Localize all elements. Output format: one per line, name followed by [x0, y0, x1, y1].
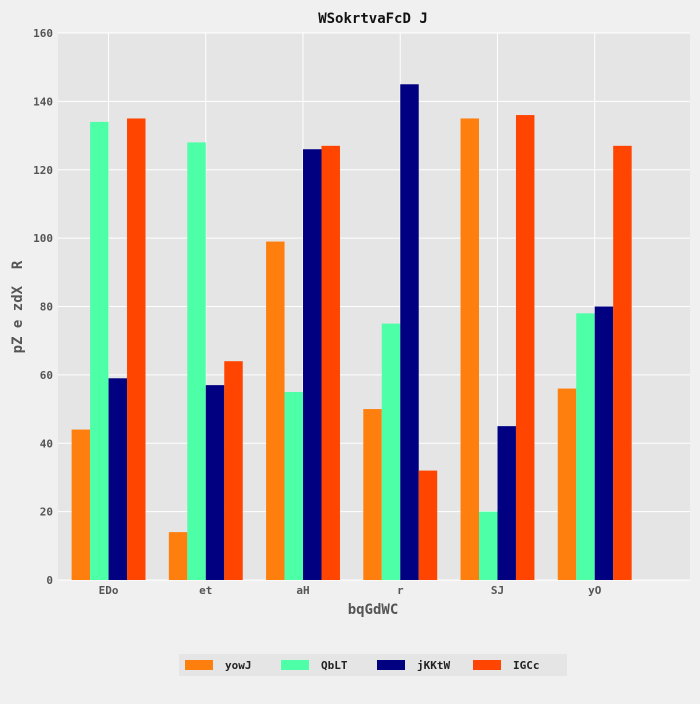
- bars: [71, 84, 632, 581]
- y-tick-label: 40: [40, 437, 53, 450]
- x-tick-label: r: [397, 584, 404, 597]
- bar-QbLT-aH: [284, 391, 304, 580]
- bar-jKKtW-EDo: [108, 378, 128, 580]
- x-tick-label: yO: [588, 584, 602, 597]
- legend-label: yowJ: [225, 659, 252, 672]
- x-tick-label: EDo: [99, 584, 119, 597]
- y-tick-label: 140: [33, 95, 53, 108]
- bar-IGCc-et: [224, 361, 243, 580]
- tick-labels: 0 20 40 60 80 100 120 140 160 EDo et aH r SJ yO: [33, 27, 602, 597]
- y-axis-title: pZ e zdX R: [10, 260, 26, 353]
- y-tick-label: 20: [40, 506, 53, 519]
- bar-jKKtW-yO: [594, 306, 614, 580]
- y-tick-label: 60: [40, 369, 53, 382]
- bar-QbLT-EDo: [90, 121, 109, 580]
- legend-swatch: [473, 660, 501, 670]
- bar-yowJ-EDo: [71, 429, 91, 580]
- legend-label: QbLT: [321, 659, 348, 672]
- bar-jKKtW-et: [205, 385, 225, 580]
- legend: yowJ QbLT jKKtW IGCc: [179, 654, 567, 676]
- bar-jKKtW-SJ: [497, 426, 516, 580]
- legend-swatch: [377, 660, 405, 670]
- legend-swatch: [281, 660, 309, 670]
- bar-jKKtW-aH: [303, 149, 322, 581]
- bar-QbLT-et: [187, 142, 206, 580]
- bar-IGCc-aH: [321, 145, 340, 580]
- bar-yowJ-yO: [557, 388, 577, 580]
- bar-QbLT-yO: [576, 313, 595, 580]
- bar-QbLT-r: [381, 323, 401, 580]
- bar-jKKtW-r: [400, 84, 419, 580]
- y-tick-label: 120: [33, 164, 53, 177]
- y-tick-label: 100: [33, 232, 53, 245]
- bar-yowJ-aH: [266, 241, 285, 580]
- bar-yowJ-et: [168, 532, 188, 580]
- x-tick-label: aH: [296, 584, 309, 597]
- bar-IGCc-r: [418, 470, 438, 580]
- y-tick-label: 0: [46, 574, 53, 587]
- x-axis-title: bqGdWC: [348, 602, 399, 618]
- bar-yowJ-r: [363, 409, 382, 580]
- chart-title: WSokrtvaFcD J: [318, 11, 428, 27]
- bar-IGCc-SJ: [515, 115, 535, 581]
- bar-IGCc-yO: [613, 145, 632, 580]
- x-tick-label: et: [199, 584, 212, 597]
- bar-yowJ-SJ: [460, 118, 480, 580]
- legend-label: jKKtW: [417, 659, 450, 672]
- bar-QbLT-SJ: [479, 511, 498, 580]
- legend-swatch: [185, 660, 213, 670]
- x-tick-label: SJ: [491, 584, 504, 597]
- y-tick-label: 160: [33, 27, 53, 40]
- bar-IGCc-EDo: [127, 118, 146, 580]
- legend-box: [179, 654, 567, 676]
- y-tick-label: 80: [40, 301, 53, 314]
- legend-label: IGCc: [513, 659, 540, 672]
